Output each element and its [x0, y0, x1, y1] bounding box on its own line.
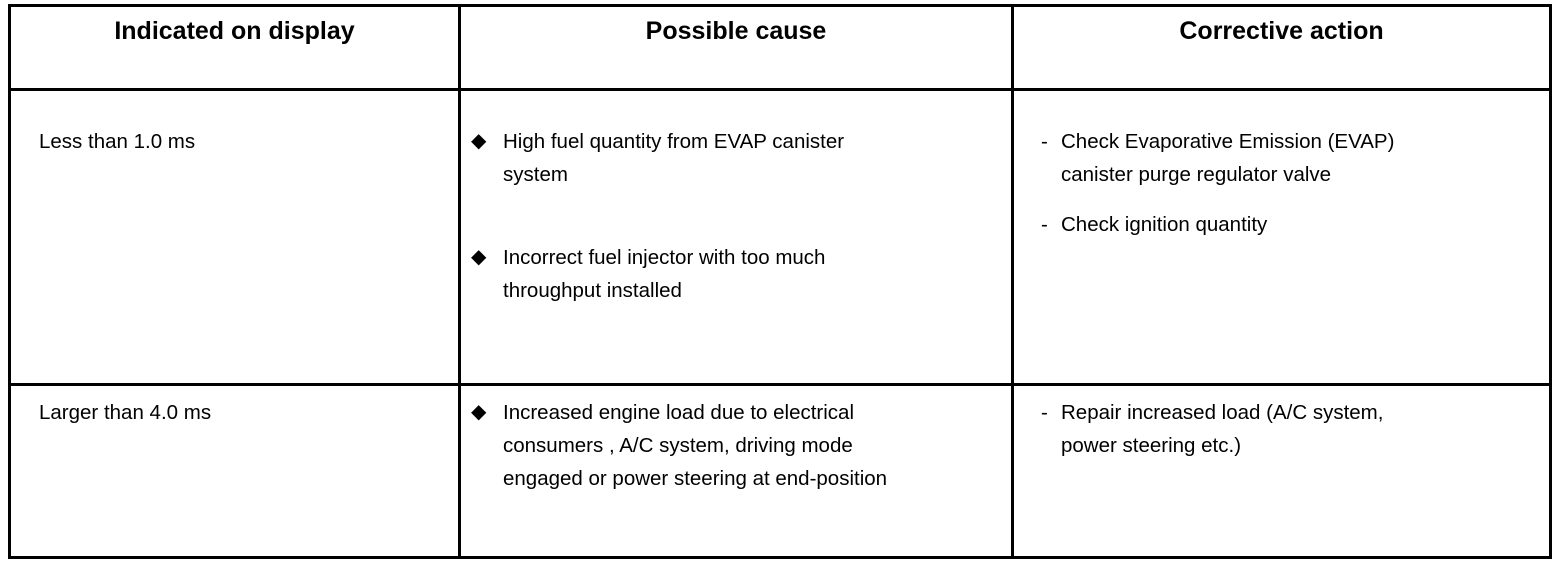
cause-item: ◆ Increased engine load due to electrical…	[471, 396, 923, 495]
cause-item: ◆ High fuel quantity from EVAP canister s…	[471, 125, 883, 191]
action-item: - Repair increased load (A/C system, powe…	[1041, 396, 1411, 462]
header-cause: Possible cause	[645, 17, 827, 45]
column-divider	[458, 7, 461, 556]
black-diamond-icon: ◆	[471, 401, 487, 423]
action-text: Check Evaporative Emission (EVAP) canist…	[1061, 130, 1395, 186]
header-action: Corrective action	[1179, 17, 1384, 45]
cause-cell: ◆ High fuel quantity from EVAP canister s…	[471, 125, 871, 307]
action-cell: - Repair increased load (A/C system, powe…	[1041, 396, 1441, 462]
action-cell: - Check Evaporative Emission (EVAP) canis…	[1041, 125, 1441, 241]
black-diamond-icon: ◆	[471, 130, 487, 152]
row-divider	[11, 383, 1549, 386]
action-text: Repair increased load (A/C system, power…	[1061, 401, 1384, 457]
dash-marker: -	[1041, 401, 1048, 424]
cause-cell: ◆ Increased engine load due to electrical…	[471, 396, 931, 495]
cause-text: Incorrect fuel injector with too much th…	[503, 246, 826, 302]
indicated-value: Less than 1.0 ms	[39, 130, 196, 153]
row-divider	[11, 88, 1549, 91]
dash-marker: -	[1041, 213, 1048, 236]
column-divider	[1011, 7, 1014, 556]
cause-item: ◆ Incorrect fuel injector with too much t…	[471, 241, 883, 307]
dash-marker: -	[1041, 130, 1048, 153]
cause-text: High fuel quantity from EVAP canister sy…	[503, 130, 845, 186]
indicated-value: Larger than 4.0 ms	[39, 401, 212, 424]
diagnostic-table: Indicated on display Possible cause Corr…	[8, 4, 1552, 559]
black-diamond-icon: ◆	[471, 246, 487, 268]
action-item: - Check Evaporative Emission (EVAP) canis…	[1041, 125, 1421, 191]
action-text: Check ignition quantity	[1061, 213, 1268, 236]
cause-text: Increased engine load due to electrical …	[503, 401, 888, 490]
header-indicated: Indicated on display	[114, 17, 355, 45]
action-item: - Check ignition quantity	[1041, 208, 1421, 241]
